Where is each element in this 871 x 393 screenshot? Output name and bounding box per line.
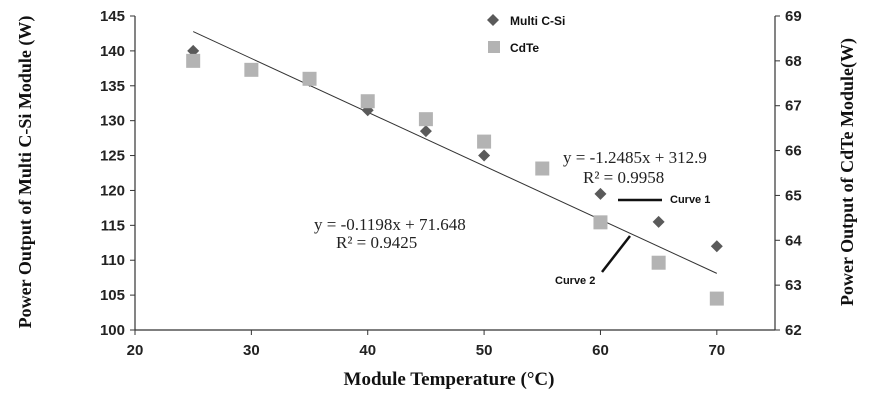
- x-tick-label: 50: [476, 342, 493, 359]
- y-right-tick-label: 68: [785, 53, 802, 70]
- r2-curve-1: R² = 0.9958: [583, 168, 664, 187]
- data-marks: [186, 44, 724, 306]
- r2-curve-2: R² = 0.9425: [336, 233, 417, 252]
- equation-curve-1: y = -1.2485x + 312.9: [563, 148, 707, 167]
- multi-csi-point: [478, 149, 491, 162]
- y-left-tick-label: 130: [100, 113, 125, 130]
- y-left-tick-label: 135: [100, 78, 125, 95]
- cdte-point: [186, 53, 201, 68]
- y-right-tick-label: 69: [785, 8, 802, 25]
- legend-multi-csi: Multi C-Si: [510, 14, 565, 28]
- y-left-tick-label: 140: [100, 43, 125, 60]
- y-right-tick-label: 64: [785, 232, 802, 249]
- x-tick-label: 40: [359, 342, 376, 359]
- cdte-point: [651, 255, 666, 270]
- equation-curve-2: y = -0.1198x + 71.648: [314, 215, 466, 234]
- y-axis-left-title: Power Output of Multi C-Si Module (W): [15, 16, 36, 329]
- multi-csi-point: [419, 125, 432, 138]
- y-left-tick-label: 125: [100, 148, 125, 165]
- x-tick-label: 60: [592, 342, 609, 359]
- legend: Multi C-Si CdTe: [487, 14, 565, 55]
- y-left-tick-label: 115: [101, 217, 125, 234]
- x-tick-label: 20: [127, 342, 144, 359]
- multi-csi-point: [652, 215, 665, 228]
- y-axis-right-title: Power Output of CdTe Module(W): [837, 38, 858, 306]
- trendlines: [192, 31, 718, 274]
- cdte-point: [593, 215, 608, 230]
- trendline-curve-2: [192, 31, 718, 274]
- legend-square-icon: [488, 41, 500, 53]
- legend-cdte: CdTe: [510, 41, 539, 55]
- legend-diamond-icon: [487, 14, 499, 26]
- cdte-point: [418, 112, 433, 127]
- y-left-tick-label: 120: [100, 182, 125, 199]
- y-right-tick-label: 65: [785, 187, 802, 204]
- y-right-tick-label: 67: [785, 98, 802, 115]
- curve-1-label: Curve 1: [670, 194, 710, 206]
- multi-csi-point: [710, 240, 723, 253]
- cdte-point: [302, 71, 317, 86]
- y-left-tick-label: 145: [100, 8, 125, 25]
- x-tick-label: 70: [708, 342, 725, 359]
- y-left-tick-label: 105: [100, 287, 125, 304]
- curve-2-label: Curve 2: [555, 275, 595, 287]
- y-right-tick-label: 62: [785, 322, 802, 339]
- cdte-point: [244, 62, 259, 77]
- cdte-point: [535, 161, 550, 176]
- y-left-tick-label: 110: [101, 252, 125, 269]
- x-tick-label: 30: [243, 342, 260, 359]
- y-left-tick-label: 100: [100, 322, 125, 339]
- multi-csi-point: [594, 187, 607, 200]
- curve-2-pointer: [601, 235, 631, 273]
- y-right-tick-label: 66: [785, 143, 802, 160]
- cdte-point: [477, 134, 492, 149]
- x-axis-title: Module Temperature (°C): [344, 369, 555, 390]
- cdte-point: [360, 94, 375, 109]
- y-right-tick-label: 63: [785, 277, 802, 294]
- axes: 20 30 40 50 60 70 100 105 110 115 120 125 130 135 140 1…: [100, 8, 802, 359]
- cdte-point: [709, 291, 724, 306]
